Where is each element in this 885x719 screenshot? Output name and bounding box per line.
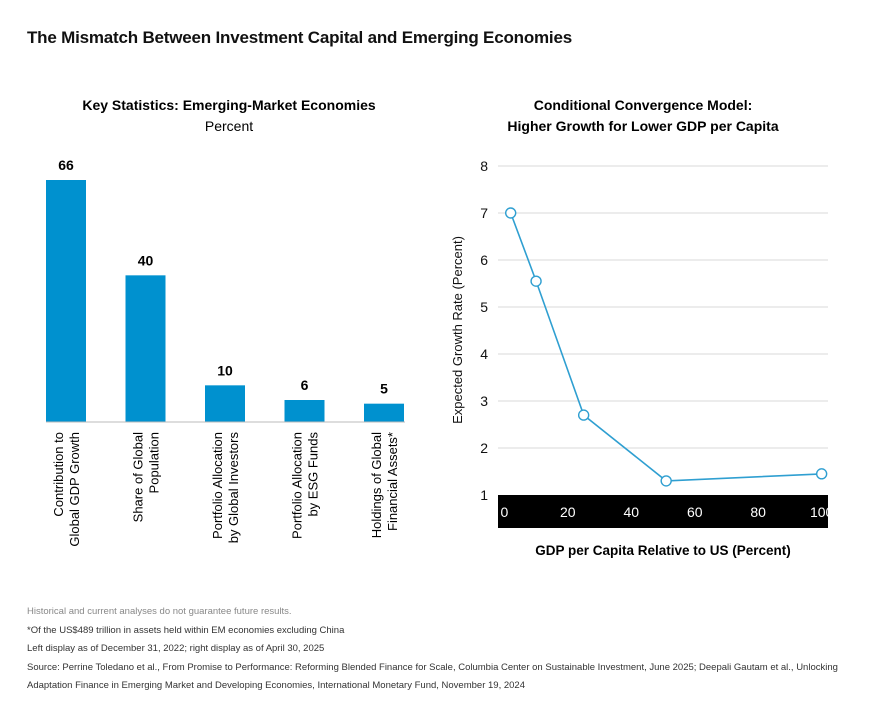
bar-category-label-4-line-2: by ESG Funds xyxy=(306,432,321,517)
bar-value-label-2: 40 xyxy=(138,252,154,268)
y-tick-label-3: 3 xyxy=(480,393,488,409)
x-tick-label-40: 40 xyxy=(623,504,639,520)
bar-chart: Key Statistics: Emerging-Market Economie… xyxy=(46,97,405,547)
footnote-asterisk: *Of the US$489 trillion in assets held w… xyxy=(27,624,345,636)
data-point-3 xyxy=(577,409,590,421)
bar-value-label-4: 6 xyxy=(301,377,309,393)
bar-value-label-1: 66 xyxy=(58,157,74,173)
bar-category-label-1-line-2: Global GDP Growth xyxy=(67,432,82,547)
footnote-dates: Left display as of December 31, 2022; ri… xyxy=(27,643,325,655)
x-tick-label-60: 60 xyxy=(687,504,703,520)
bar-value-label-5: 5 xyxy=(380,381,388,397)
bar-category-label-1-line-1: Contribution to xyxy=(51,432,66,517)
bar-category-label-4: Portfolio Allocation by ESG Funds xyxy=(290,432,321,539)
points-layer xyxy=(504,207,828,487)
bar-category-label-3: Portfolio Allocation by Global Investors xyxy=(210,432,241,544)
y-axis-label: Expected Growth Rate (Percent) xyxy=(450,236,465,424)
x-tick-label-100: 100 xyxy=(810,504,834,520)
main-title: The Mismatch Between Investment Capital … xyxy=(27,28,572,47)
footnotes: Historical and current analyses do not g… xyxy=(27,603,867,696)
line-chart-title-line-2: Higher Growth for Lower GDP per Capita xyxy=(507,118,778,134)
bar-category-label-2-line-1: Share of Global xyxy=(131,432,146,522)
y-tick-label-4: 4 xyxy=(480,346,488,362)
bar-category-label-3-line-2: by Global Investors xyxy=(226,432,241,544)
bar-1 xyxy=(46,180,86,422)
y-tick-label-1: 1 xyxy=(480,487,488,503)
bar-5 xyxy=(364,403,404,422)
bar-category-label-5-line-2: Financial Assets* xyxy=(385,432,400,531)
y-tick-label-8: 8 xyxy=(480,158,488,174)
y-tick-label-6: 6 xyxy=(480,252,488,268)
data-point-5 xyxy=(815,468,828,480)
line-chart: Conditional Convergence Model: Higher Gr… xyxy=(450,97,834,558)
bar-2 xyxy=(125,275,166,422)
line-chart-title-line-1: Conditional Convergence Model: xyxy=(534,97,753,113)
bar-category-label-5: Holdings of Global Financial Assets* xyxy=(369,432,400,538)
charts-canvas: Key Statistics: Emerging-Market Economie… xyxy=(46,97,834,558)
y-tick-label-7: 7 xyxy=(480,205,488,221)
bar-value-label-3: 10 xyxy=(217,362,233,378)
x-tick-layer: 0 20 40 60 80 100 xyxy=(500,504,833,520)
bars-layer: 66 Contribution to Global GDP Growth 40 Shar… xyxy=(46,157,404,547)
bar-category-label-3-line-1: Portfolio Allocation xyxy=(210,432,225,539)
grid-layer xyxy=(498,165,828,449)
bar-category-label-5-line-1: Holdings of Global xyxy=(369,432,384,538)
series-line xyxy=(509,212,822,482)
y-tick-label-2: 2 xyxy=(480,440,488,456)
bar-category-label-2-line-2: Population xyxy=(147,432,162,493)
y-tick-layer: 1 2 3 4 5 6 7 8 xyxy=(480,158,488,503)
footnote-source-1: Source: Perrine Toledano et al., From Pr… xyxy=(27,661,838,673)
x-tick-label-0: 0 xyxy=(500,504,508,520)
bar-chart-title: Key Statistics: Emerging-Market Economie… xyxy=(82,97,376,113)
x-axis-band xyxy=(498,495,828,528)
bar-chart-subtitle: Percent xyxy=(205,118,253,134)
x-tick-label-80: 80 xyxy=(750,504,766,520)
data-point-1 xyxy=(504,207,517,219)
footnote-disclaimer: Historical and current analyses do not g… xyxy=(27,606,292,617)
x-tick-label-20: 20 xyxy=(560,504,576,520)
bar-category-label-1: Contribution to Global GDP Growth xyxy=(51,432,82,547)
y-tick-label-5: 5 xyxy=(480,299,488,315)
x-axis-label: GDP per Capita Relative to US (Percent) xyxy=(535,543,791,558)
bar-4 xyxy=(284,400,325,422)
data-point-2 xyxy=(530,275,542,287)
footnote-source-2: Adaptation Finance in Emerging Market an… xyxy=(27,680,525,692)
bar-category-label-2: Share of Global Population xyxy=(131,432,162,522)
bar-3 xyxy=(205,385,245,422)
bar-category-label-4-line-1: Portfolio Allocation xyxy=(290,432,305,539)
data-point-4 xyxy=(660,475,672,487)
